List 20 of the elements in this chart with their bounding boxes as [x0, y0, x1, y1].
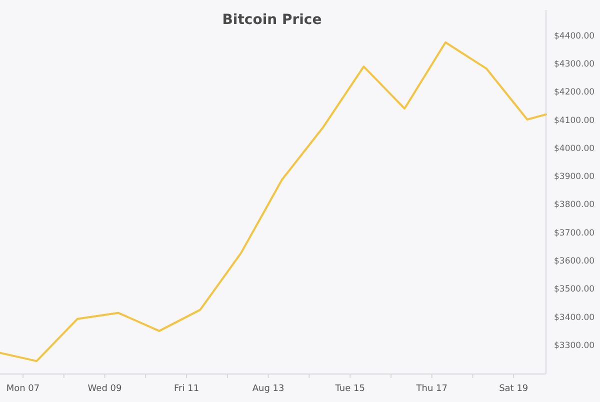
x-tick-label: Fri 11	[174, 384, 200, 394]
y-tick-label: $4100.00	[554, 116, 595, 126]
y-tick-label: $4200.00	[554, 88, 595, 98]
y-tick-label: $3500.00	[554, 284, 595, 295]
chart-title: Bitcoin Price	[222, 12, 322, 28]
x-tick-label: Wed 09	[88, 384, 122, 394]
x-tick-label: Aug 13	[252, 384, 284, 394]
y-tick-label: $4300.00	[554, 59, 595, 70]
x-tick-label: Mon 07	[6, 384, 40, 394]
x-tick-label: Sat 19	[499, 384, 528, 394]
y-tick-label: $4400.00	[554, 31, 595, 42]
y-tick-label: $3900.00	[554, 172, 595, 182]
y-tick-label: $3300.00	[554, 341, 595, 352]
x-tick-label: Thu 17	[415, 384, 448, 394]
y-tick-label: $3800.00	[554, 200, 595, 210]
y-tick-label: $3600.00	[554, 256, 595, 267]
y-tick-label: $3400.00	[554, 312, 595, 323]
y-tick-label: $3700.00	[554, 228, 595, 238]
x-tick-label: Tue 15	[334, 384, 365, 394]
y-tick-label: $4000.00	[554, 144, 595, 154]
